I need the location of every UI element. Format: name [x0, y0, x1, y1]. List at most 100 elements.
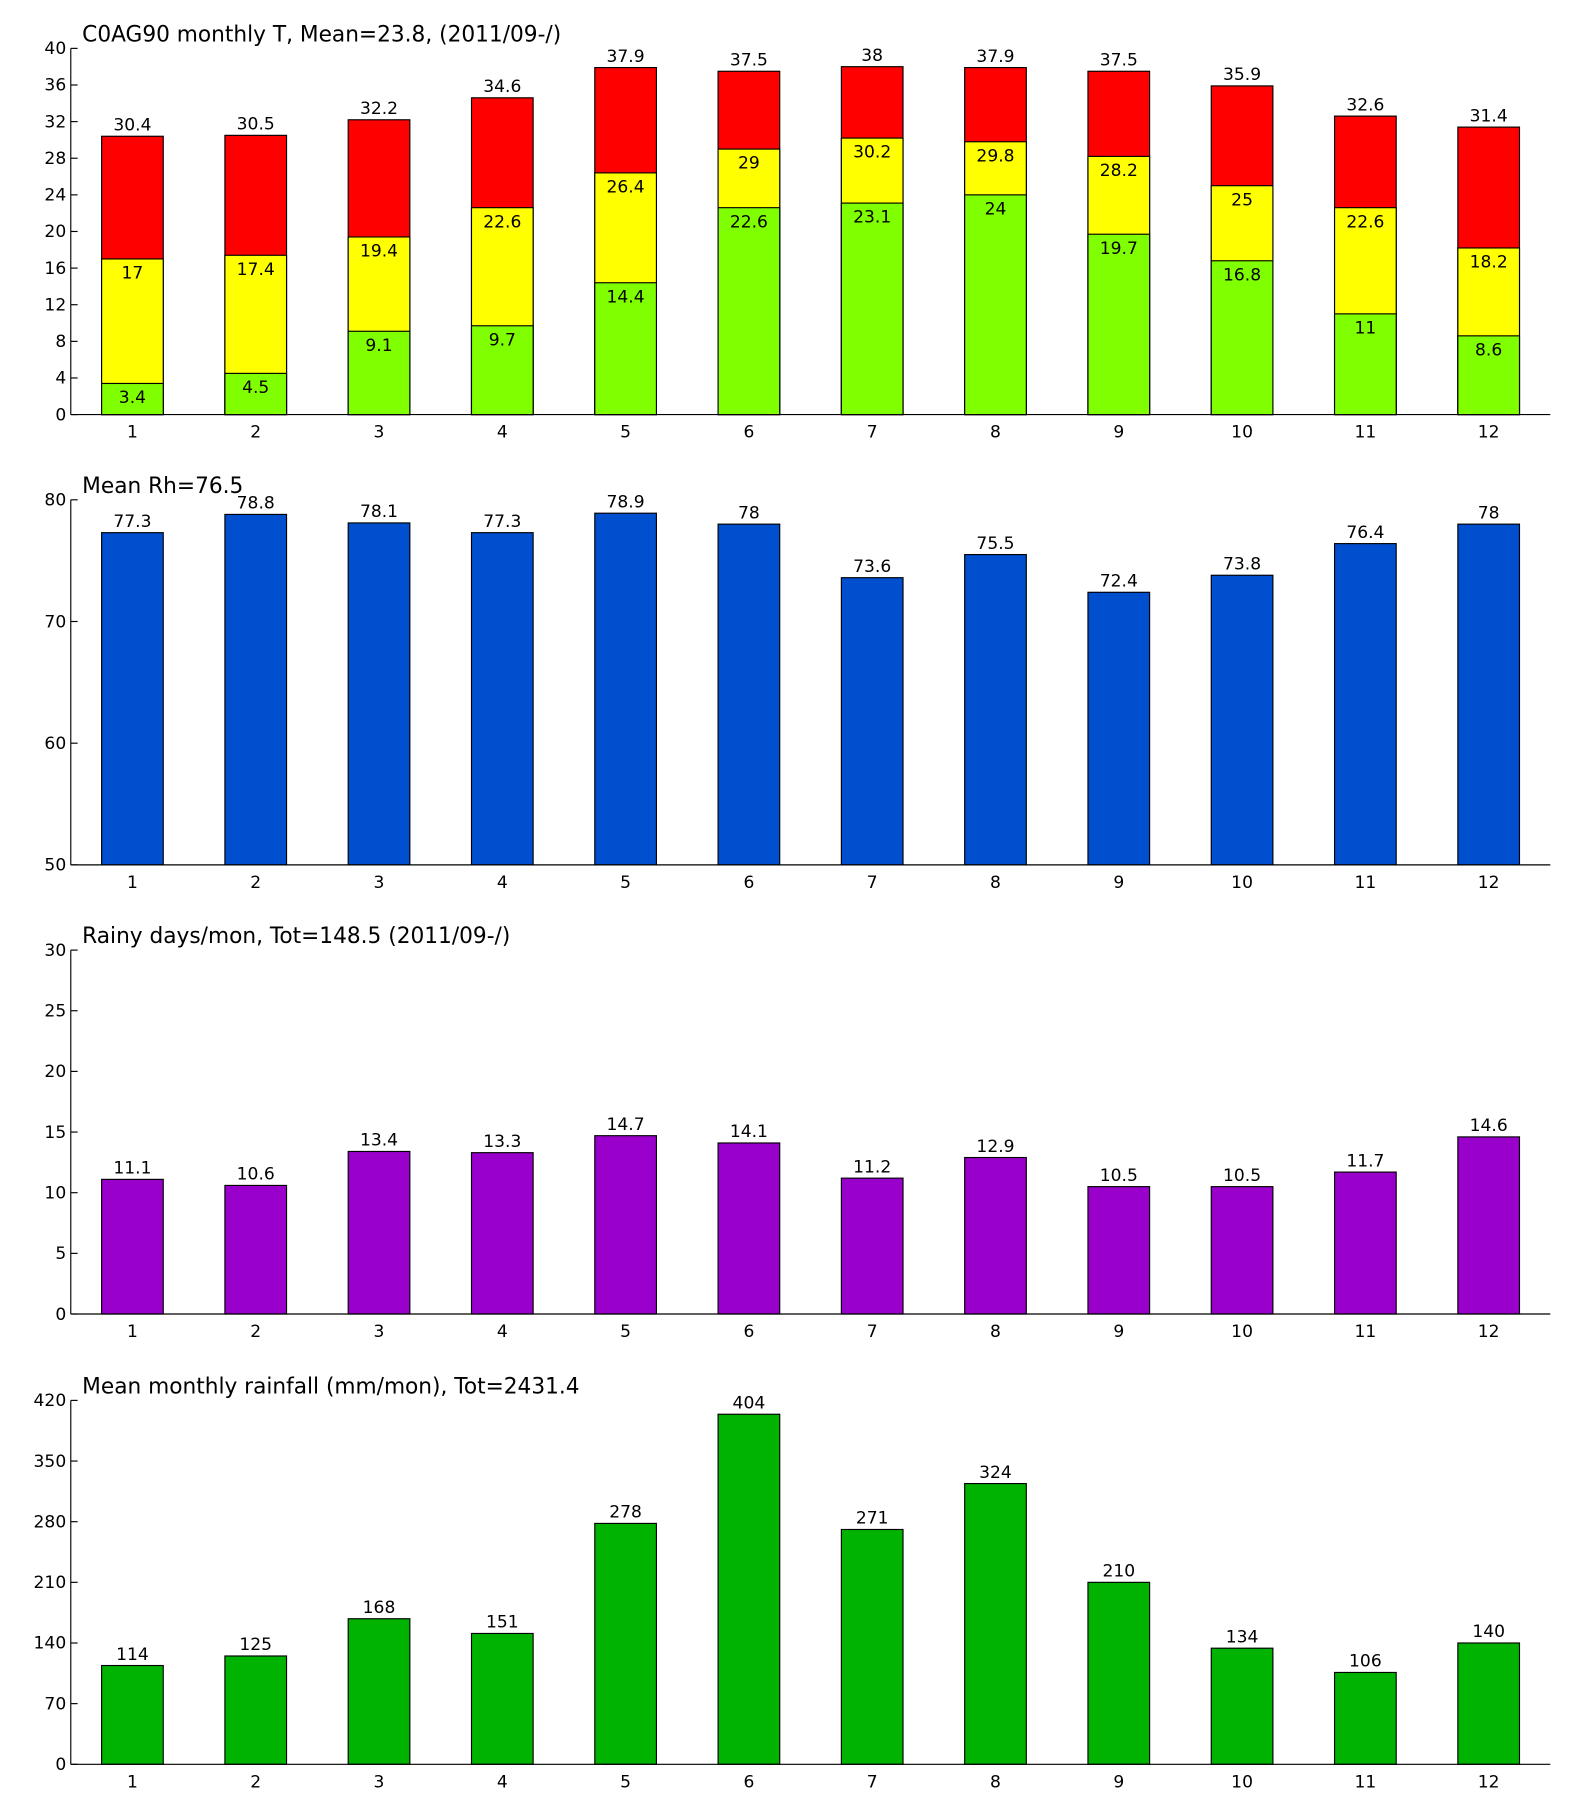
- bar: [470, 532, 534, 866]
- bar: [224, 513, 288, 866]
- bar: [347, 330, 411, 416]
- x-tick-label: 5: [620, 1322, 631, 1342]
- data-label: 324: [979, 1463, 1012, 1483]
- x-tick-label: 4: [497, 1772, 508, 1792]
- data-label: 22.6: [1346, 212, 1384, 232]
- data-label: 14.4: [607, 287, 645, 307]
- bar: [1457, 523, 1521, 866]
- x-tick-label: 10: [1231, 873, 1253, 893]
- x-tick-label: 2: [250, 873, 261, 893]
- data-label: 37.5: [1100, 50, 1138, 70]
- x-tick-label: 6: [743, 423, 754, 443]
- y-tick-label: 60: [44, 734, 66, 754]
- y-tick-label: 0: [55, 405, 66, 425]
- x-tick-label: 6: [743, 1772, 754, 1792]
- x-tick-label: 3: [374, 1772, 385, 1792]
- bar: [224, 1655, 288, 1765]
- bar: [594, 1135, 658, 1315]
- bar: [1333, 1171, 1397, 1315]
- data-label: 14.1: [730, 1122, 768, 1142]
- y-tick-label: 70: [44, 612, 66, 632]
- x-tick-label: 11: [1354, 1322, 1376, 1342]
- y-tick-label: 32: [44, 112, 66, 132]
- bar: [1087, 1186, 1151, 1315]
- y-tick-label: 70: [44, 1694, 66, 1714]
- y-tick-label: 20: [44, 1062, 66, 1082]
- bar: [1333, 1671, 1397, 1765]
- x-tick-label: 12: [1478, 1322, 1500, 1342]
- data-label: 404: [733, 1393, 766, 1413]
- y-tick-label: 40: [44, 39, 66, 59]
- x-tick-label: 12: [1478, 873, 1500, 893]
- y-tick-label: 8: [55, 332, 66, 352]
- data-label: 78.8: [237, 494, 275, 514]
- data-label: 28.2: [1100, 161, 1138, 181]
- y-tick-label: 10: [44, 1183, 66, 1203]
- x-tick-label: 6: [743, 873, 754, 893]
- bar: [101, 532, 164, 866]
- x-tick-label: 4: [497, 873, 508, 893]
- data-label: 38: [861, 46, 883, 66]
- x-tick-label: 8: [990, 1322, 1001, 1342]
- data-label: 11.1: [113, 1159, 151, 1179]
- data-label: 18.2: [1470, 252, 1508, 272]
- data-label: 4.5: [242, 378, 269, 398]
- data-label: 77.3: [483, 512, 521, 532]
- bar: [1457, 1136, 1521, 1315]
- x-tick-label: 12: [1478, 423, 1500, 443]
- x-tick-label: 9: [1113, 873, 1124, 893]
- bar: [964, 194, 1027, 416]
- chart-title: Mean Rh=76.5: [82, 474, 243, 499]
- data-label: 19.4: [360, 241, 398, 261]
- y-tick-label: 24: [44, 186, 66, 206]
- y-tick-label: 28: [44, 149, 66, 169]
- bar: [470, 1632, 534, 1765]
- x-tick-label: 1: [127, 1322, 138, 1342]
- y-tick-label: 12: [44, 295, 66, 315]
- bar: [840, 577, 904, 866]
- bar: [964, 1156, 1027, 1315]
- data-label: 106: [1349, 1652, 1382, 1672]
- bar: [224, 1184, 288, 1315]
- data-label: 9.7: [489, 330, 516, 350]
- x-tick-label: 9: [1113, 1772, 1124, 1792]
- data-label: 78.9: [607, 492, 645, 512]
- x-tick-label: 9: [1113, 1322, 1124, 1342]
- data-label: 78: [738, 503, 760, 523]
- y-tick-label: 50: [44, 856, 66, 876]
- y-tick-label: 0: [55, 1305, 66, 1325]
- y-tick-label: 4: [55, 369, 66, 389]
- bar: [101, 382, 164, 416]
- data-label: 11: [1354, 318, 1376, 338]
- bar: [347, 1150, 411, 1315]
- data-label: 31.4: [1470, 106, 1508, 126]
- bar: [347, 522, 411, 866]
- x-tick-label: 2: [250, 1772, 261, 1792]
- x-tick-label: 7: [867, 1322, 878, 1342]
- data-label: 73.6: [853, 557, 891, 577]
- y-tick-label: 210: [34, 1573, 67, 1593]
- bar: [1087, 1581, 1151, 1765]
- data-label: 72.4: [1100, 571, 1138, 591]
- data-label: 10.6: [237, 1165, 275, 1185]
- data-label: 78.1: [360, 502, 398, 522]
- x-tick-label: 1: [127, 423, 138, 443]
- y-tick-label: 350: [34, 1452, 67, 1472]
- bar: [1210, 574, 1274, 866]
- data-label: 168: [363, 1598, 396, 1618]
- y-tick-label: 15: [44, 1123, 66, 1143]
- data-label: 29: [738, 154, 760, 174]
- data-label: 76.4: [1346, 523, 1384, 543]
- bar: [1087, 233, 1151, 416]
- x-tick-label: 4: [497, 423, 508, 443]
- y-tick-label: 20: [44, 222, 66, 242]
- bar: [1210, 1647, 1274, 1765]
- y-tick-label: 25: [44, 1001, 66, 1021]
- bar: [964, 1482, 1027, 1765]
- data-label: 134: [1226, 1627, 1259, 1647]
- bar: [470, 1152, 534, 1315]
- x-tick-label: 1: [127, 873, 138, 893]
- x-tick-label: 1: [127, 1772, 138, 1792]
- y-tick-label: 16: [44, 259, 66, 279]
